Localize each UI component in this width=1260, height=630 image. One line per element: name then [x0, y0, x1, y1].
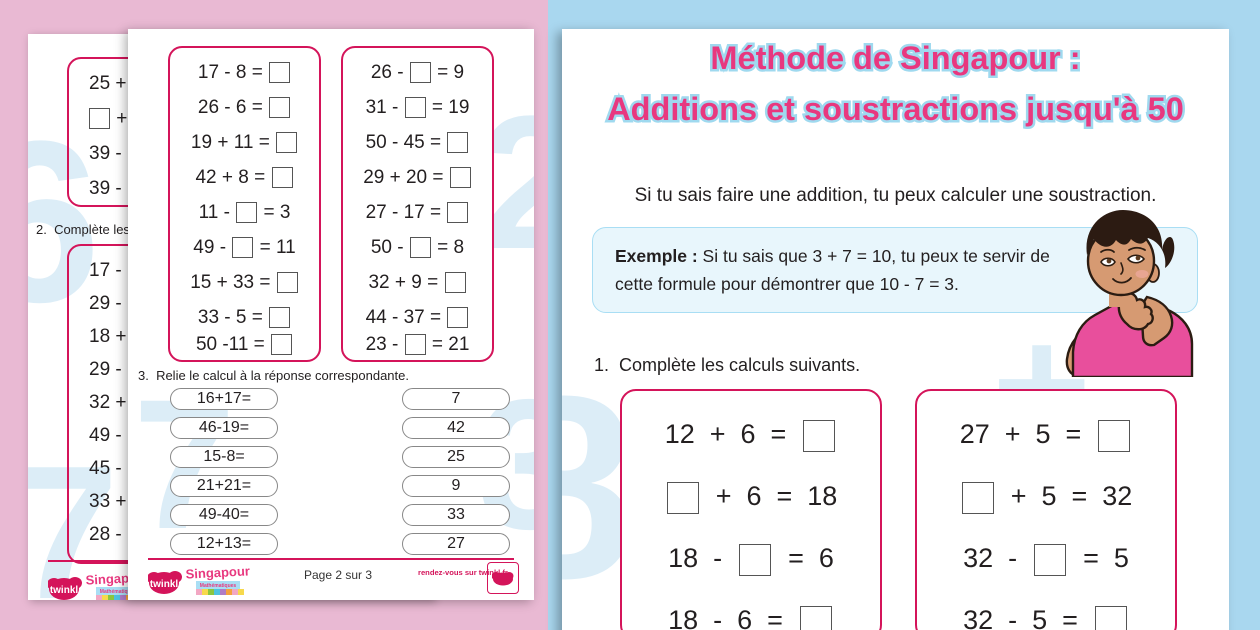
svg-text:twinkl: twinkl — [150, 579, 179, 590]
svg-text:twinkl: twinkl — [50, 585, 79, 596]
svg-text:Mathématiques: Mathématiques — [200, 583, 237, 589]
svg-text:Singapour: Singapour — [185, 563, 250, 581]
